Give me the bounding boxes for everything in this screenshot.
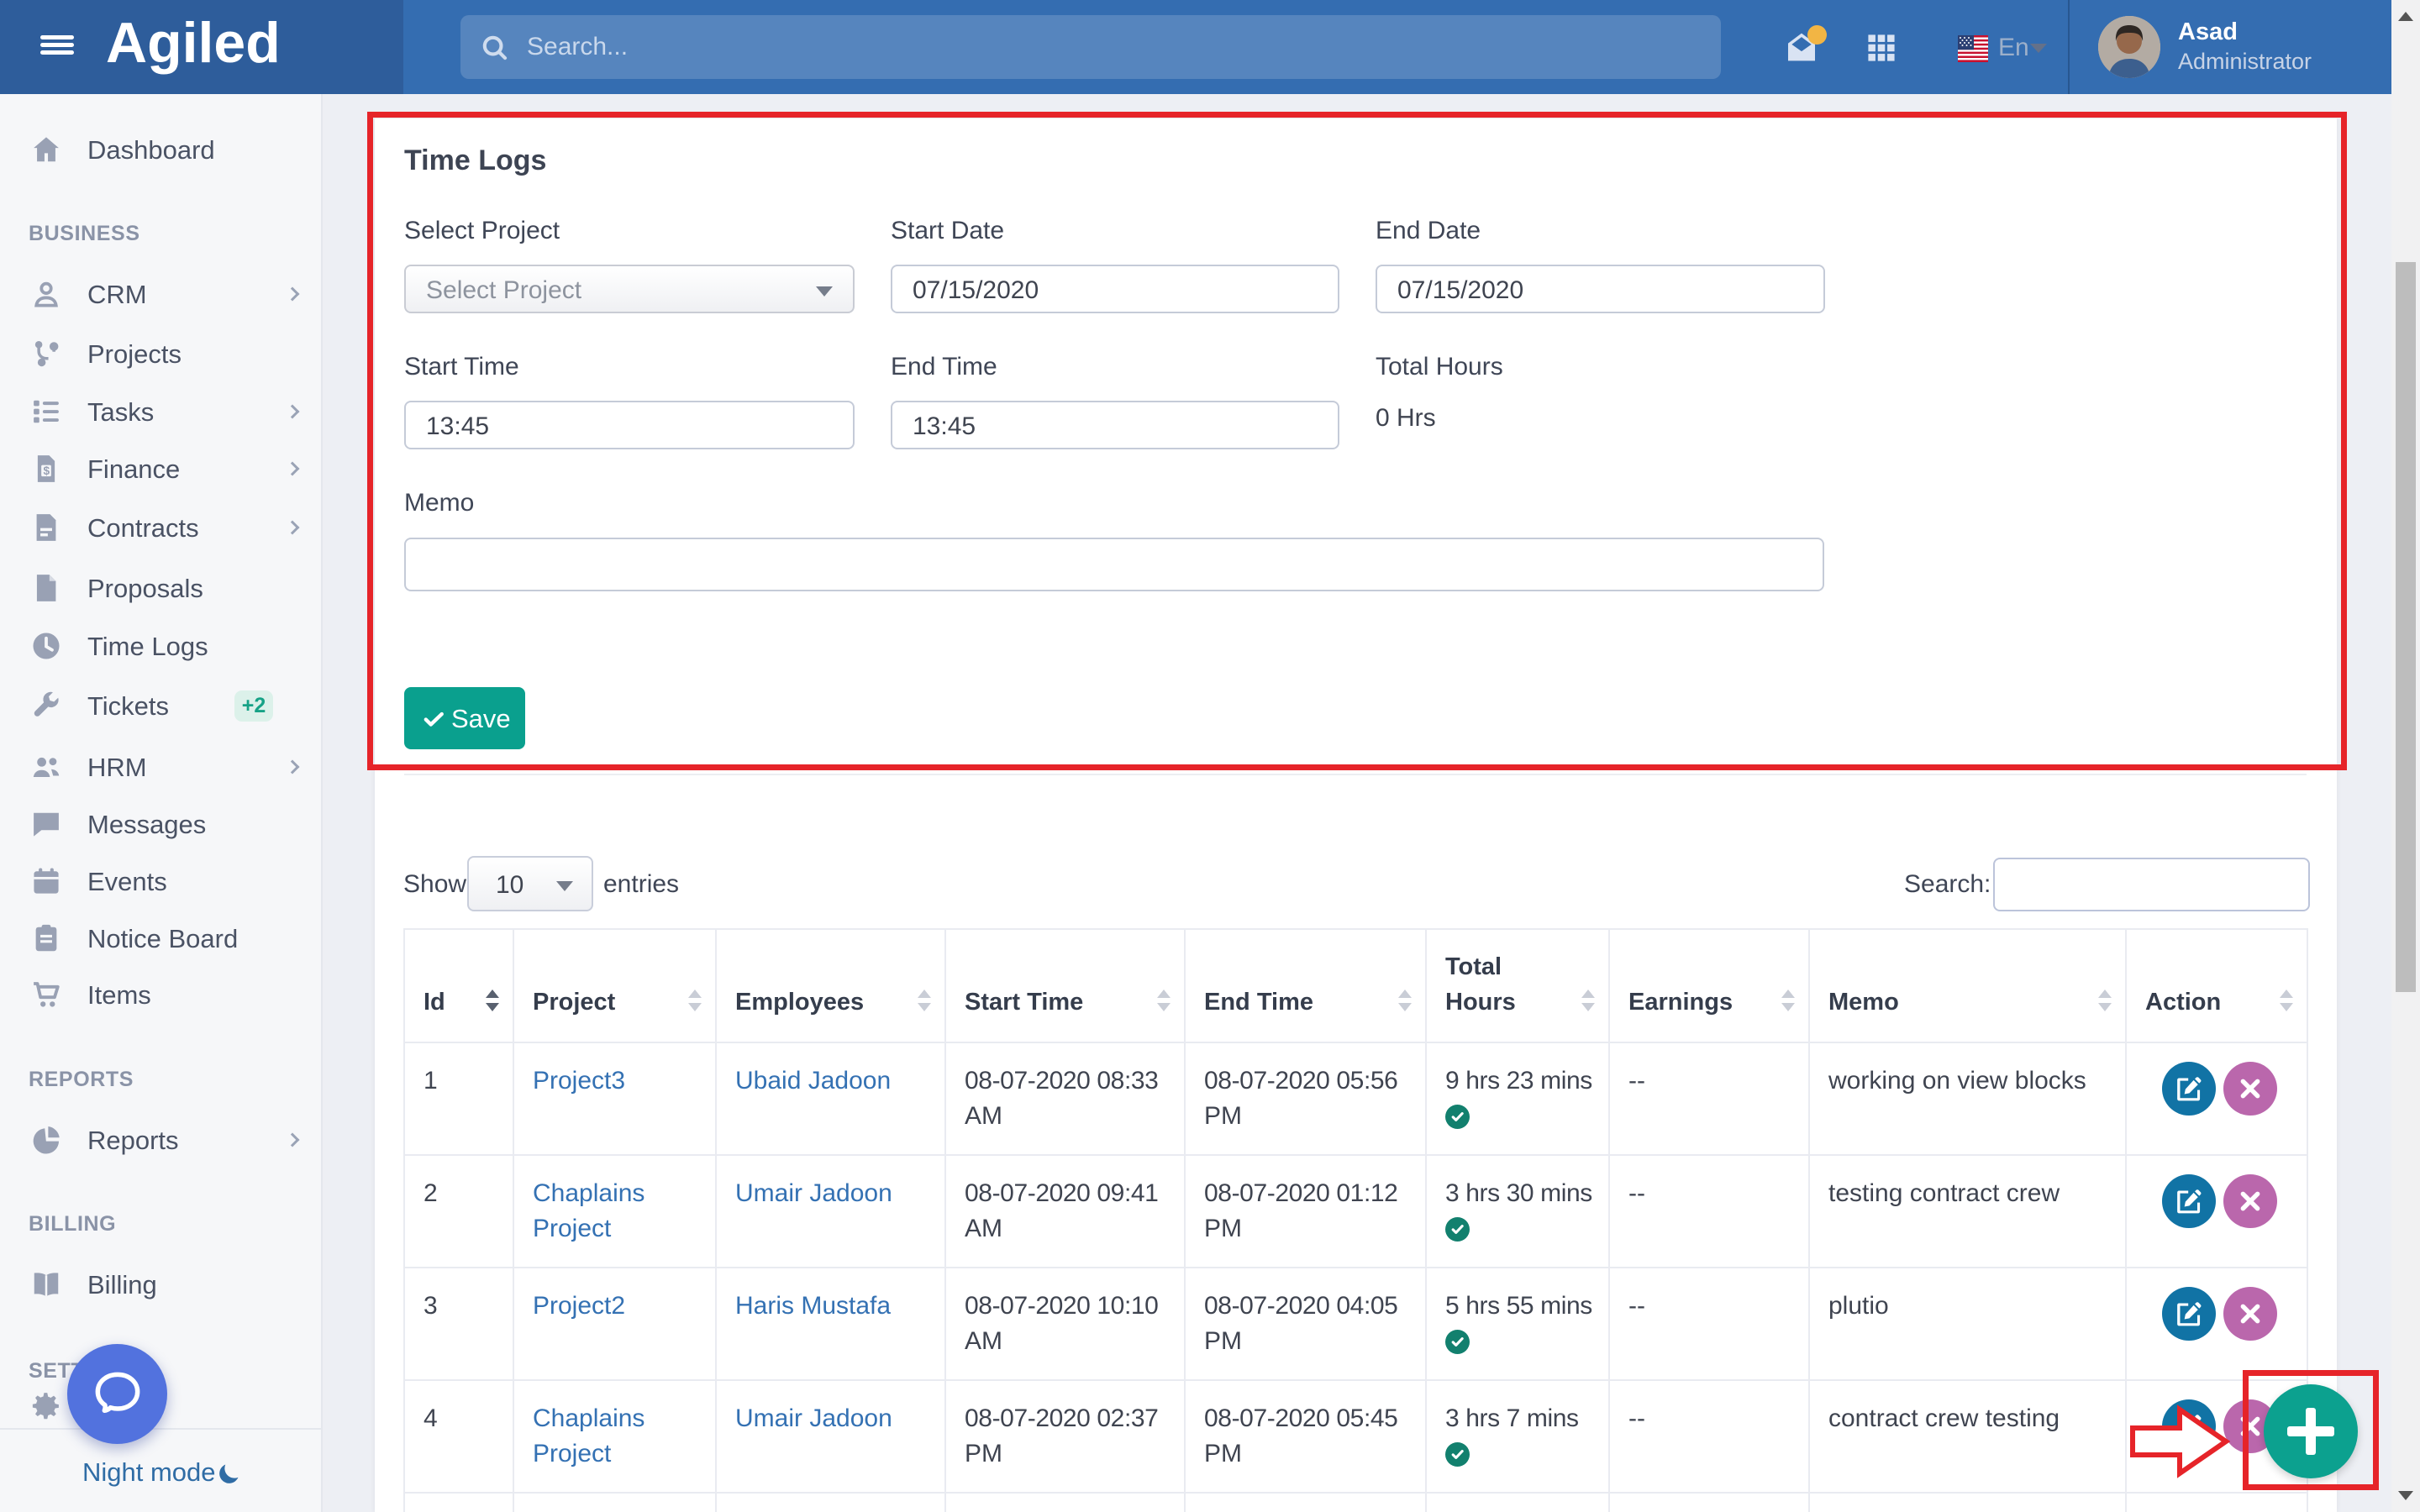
svg-text:$: $ bbox=[44, 465, 50, 477]
